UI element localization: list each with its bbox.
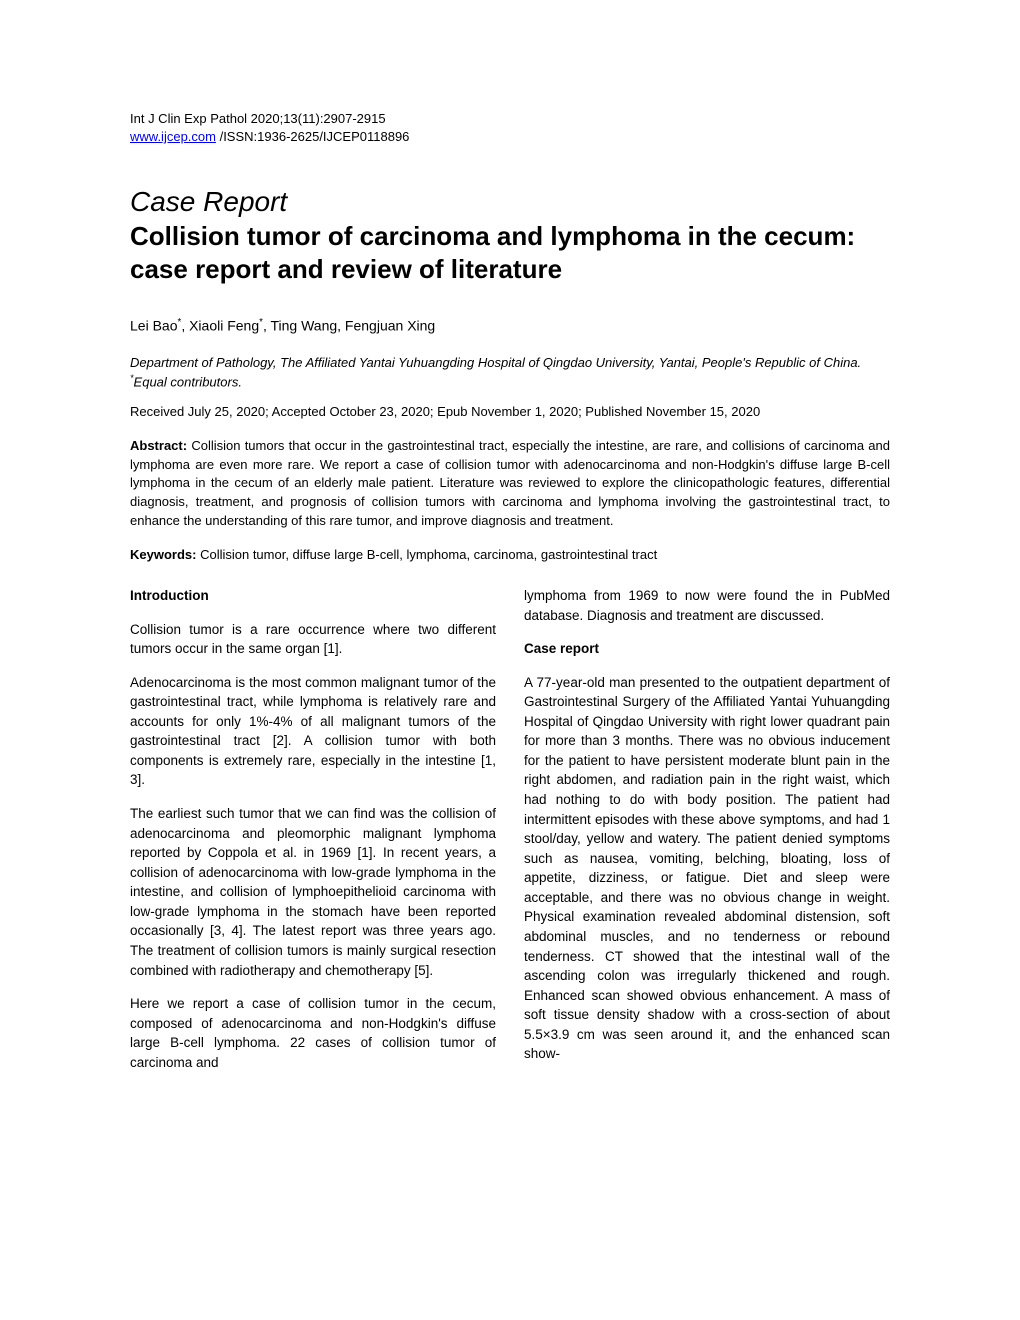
dates: Received July 25, 2020; Accepted October… [130, 404, 890, 419]
introduction-heading: Introduction [130, 586, 496, 606]
paragraph: Here we report a case of collision tumor… [130, 994, 496, 1072]
authors: Lei Bao*, Xiaoli Feng*, Ting Wang, Fengj… [130, 317, 890, 334]
case-report-heading: Case report [524, 639, 890, 659]
keywords-text: Collision tumor, diffuse large B-cell, l… [196, 547, 657, 562]
paragraph: Adenocarcinoma is the most common malign… [130, 673, 496, 790]
right-column: lymphoma from 1969 to now were found the… [524, 586, 890, 1072]
keywords: Keywords: Collision tumor, diffuse large… [130, 547, 890, 562]
abstract-text: Collision tumors that occur in the gastr… [130, 438, 890, 528]
url-line: www.ijcep.com /ISSN:1936-2625/IJCEP01188… [130, 128, 890, 146]
paragraph: lymphoma from 1969 to now were found the… [524, 586, 890, 625]
header-info: Int J Clin Exp Pathol 2020;13(11):2907-2… [130, 110, 890, 146]
paragraph: The earliest such tumor that we can find… [130, 804, 496, 980]
paragraph: Collision tumor is a rare occurrence whe… [130, 620, 496, 659]
abstract: Abstract: Collision tumors that occur in… [130, 437, 890, 531]
issn-text: /ISSN:1936-2625/IJCEP0118896 [216, 129, 409, 144]
abstract-label: Abstract: [130, 438, 187, 453]
article-title: Collision tumor of carcinoma and lymphom… [130, 220, 890, 285]
body-columns: Introduction Collision tumor is a rare o… [130, 586, 890, 1072]
affiliation: Department of Pathology, The Affiliated … [130, 354, 890, 392]
left-column: Introduction Collision tumor is a rare o… [130, 586, 496, 1072]
article-type: Case Report [130, 186, 890, 218]
paragraph: A 77-year-old man presented to the outpa… [524, 673, 890, 1064]
keywords-label: Keywords: [130, 547, 196, 562]
citation-line: Int J Clin Exp Pathol 2020;13(11):2907-2… [130, 110, 890, 128]
journal-link[interactable]: www.ijcep.com [130, 129, 216, 144]
